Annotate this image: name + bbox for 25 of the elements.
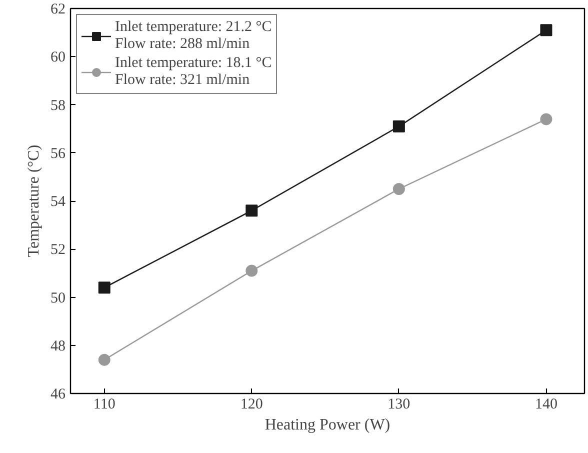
y-tick-label: 60: [50, 50, 66, 66]
x-tick-label: 130: [388, 396, 410, 412]
point: [392, 182, 405, 195]
x-tick-label: 110: [93, 396, 116, 412]
x-tick-label: 120: [240, 396, 263, 412]
y-tick-label: 58: [50, 98, 66, 114]
y-tick-label: 56: [50, 146, 66, 162]
x-axis-title: Heating Power (W): [264, 416, 390, 434]
legend-label: Inlet temperature: 21.2 °C Flow rate: 288 ml/min: [115, 19, 272, 53]
point: [98, 282, 110, 294]
y-tick-label: 52: [50, 242, 66, 258]
legend-label: Inlet temperature: 18.1 °C Flow rate: 321 ml/min: [115, 55, 272, 89]
x-tick-label: 140: [534, 396, 558, 412]
y-tick-label: 50: [50, 290, 66, 306]
point: [98, 354, 110, 366]
y-tick-label: 46: [50, 386, 66, 402]
point: [540, 113, 552, 126]
point: [246, 264, 258, 277]
y-axis-title: Temperature (°C): [26, 144, 42, 258]
y-tick-label: 62: [50, 2, 66, 18]
point: [392, 120, 405, 132]
point: [246, 204, 258, 217]
y-tick-label: 48: [50, 338, 66, 354]
y-tick-label: 54: [50, 194, 66, 210]
point: [540, 24, 552, 36]
